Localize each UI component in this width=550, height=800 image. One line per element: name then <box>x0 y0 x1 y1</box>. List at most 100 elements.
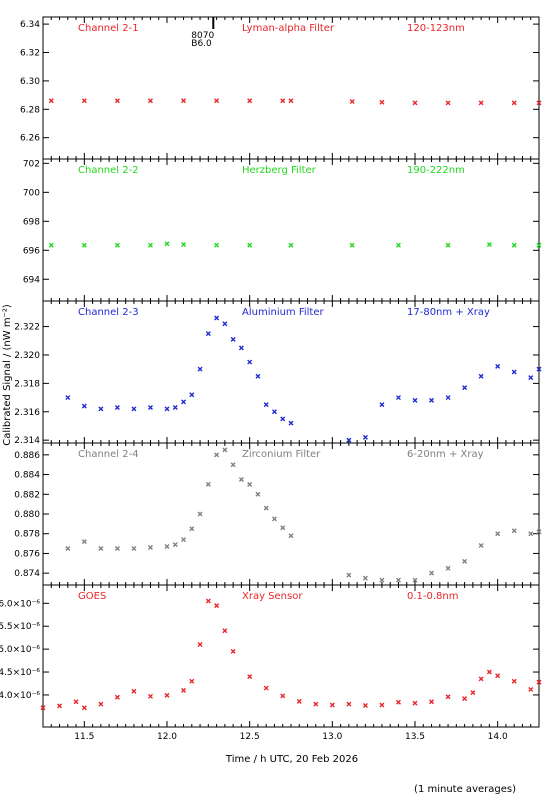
data-point <box>147 405 153 410</box>
data-point <box>181 241 187 247</box>
data-point <box>445 242 451 248</box>
data-point <box>81 98 87 104</box>
y-tick-label: 0.882 <box>14 490 40 500</box>
data-point <box>57 703 63 709</box>
data-point <box>349 242 355 248</box>
data-point <box>238 345 244 351</box>
data-point <box>263 402 269 408</box>
y-tick-label: 4.0×10⁻⁶ <box>0 691 40 701</box>
data-point <box>478 373 484 379</box>
y-tick-label: 696 <box>23 246 40 256</box>
data-point <box>230 462 236 468</box>
data-point <box>247 359 253 365</box>
data-point <box>379 702 385 708</box>
data-point <box>222 628 228 634</box>
data-point <box>147 693 153 699</box>
data-point <box>205 481 211 487</box>
data-point <box>255 491 261 497</box>
data-point <box>511 100 517 106</box>
band-label: 190-222nm <box>407 165 465 176</box>
data-point <box>65 395 71 401</box>
data-point <box>511 528 517 534</box>
data-point <box>263 505 269 511</box>
data-point <box>181 537 187 543</box>
x-tick-label: 12.0 <box>157 732 177 742</box>
data-point <box>247 674 253 680</box>
data-point <box>164 544 170 550</box>
data-point <box>114 694 120 700</box>
y-axis-title: Calibrated Signal / (nW m⁻²) <box>2 304 13 446</box>
y-tick-label: 0.876 <box>14 549 40 559</box>
data-point <box>214 452 220 458</box>
data-point <box>528 531 534 537</box>
data-point <box>462 385 468 391</box>
data-point <box>214 603 220 609</box>
panel-frame <box>42 158 540 302</box>
x-axis-title: Time / h UTC, 20 Feb 2026 <box>225 754 358 765</box>
y-tick-label: 2.320 <box>14 351 40 361</box>
data-point <box>429 570 435 576</box>
y-tick-label: 698 <box>23 217 40 227</box>
y-tick-label: 2.316 <box>14 408 40 418</box>
footnote: (1 minute averages) <box>414 784 516 795</box>
data-point <box>280 525 286 531</box>
channel-label: Channel 2-2 <box>78 165 139 176</box>
y-tick-label: 5.0×10⁻⁶ <box>0 645 40 655</box>
data-point <box>379 99 385 105</box>
data-point <box>131 688 137 694</box>
data-point <box>197 511 203 517</box>
data-point <box>470 690 476 696</box>
data-point <box>536 679 542 685</box>
data-point <box>247 242 253 248</box>
data-point <box>114 546 120 552</box>
annotation-text: 8070 <box>191 31 214 41</box>
data-point <box>263 685 269 691</box>
y-tick-label: 702 <box>23 159 40 169</box>
y-tick-label: 2.322 <box>14 323 40 333</box>
data-point <box>362 575 368 581</box>
data-point <box>536 100 542 106</box>
data-point <box>81 539 87 545</box>
data-point <box>346 572 352 578</box>
channel-label: GOES <box>78 591 106 602</box>
filter-label: Zirconium Filter <box>242 449 321 460</box>
data-point <box>164 241 170 247</box>
data-point <box>288 420 294 426</box>
x-tick-label: 11.5 <box>74 732 94 742</box>
data-point <box>147 98 153 104</box>
data-point <box>495 531 501 537</box>
x-tick-label: 12.5 <box>240 732 260 742</box>
data-point <box>181 98 187 104</box>
band-label: 17-80nm + Xray <box>407 307 490 318</box>
panel-frame <box>42 442 540 586</box>
data-point <box>528 686 534 692</box>
data-point <box>395 242 401 248</box>
data-point <box>271 409 277 415</box>
data-point <box>255 373 261 379</box>
y-tick-label: 6.32 <box>20 49 40 59</box>
y-tick-label: 6.28 <box>20 105 40 115</box>
data-point <box>412 577 418 583</box>
y-tick-label: 6.0×10⁻⁶ <box>0 599 40 609</box>
data-point <box>48 242 54 248</box>
data-point <box>189 526 195 532</box>
data-point <box>114 242 120 248</box>
data-point <box>511 242 517 248</box>
panel-3: 2.314 2.316 2.318 2.320 2.322 Channel 2-3 Alum… <box>14 300 542 446</box>
data-point <box>197 642 203 648</box>
y-tick-label: 6.34 <box>20 20 40 30</box>
y-tick-label: 6.30 <box>20 77 40 87</box>
panel-1: 6.26 6.28 6.30 6.32 6.34 Channel 2-1 Lyman-alp… <box>20 16 542 160</box>
data-point <box>288 98 294 104</box>
data-point <box>114 405 120 410</box>
data-point <box>379 402 385 408</box>
data-point <box>346 701 352 707</box>
channel-label: Channel 2-4 <box>78 449 139 460</box>
data-point <box>495 363 501 369</box>
data-point <box>395 577 401 583</box>
y-tick-label: 2.318 <box>14 379 40 389</box>
data-point <box>214 315 220 321</box>
data-point <box>329 702 335 708</box>
data-point <box>511 678 517 684</box>
